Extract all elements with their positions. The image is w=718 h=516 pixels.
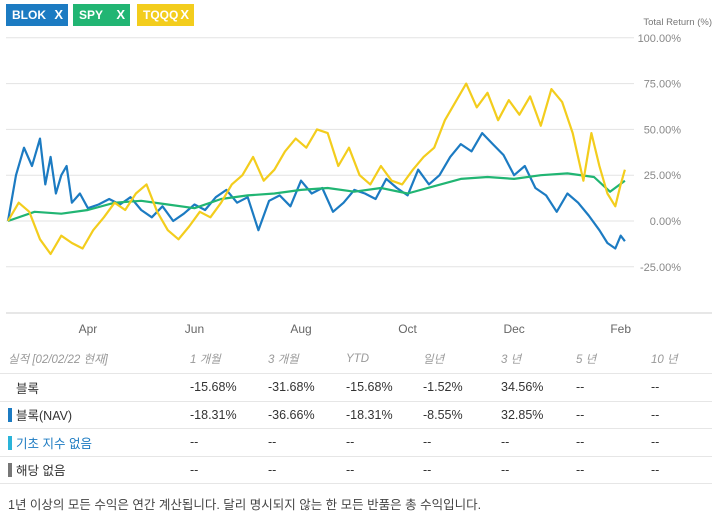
series-line-blok <box>6 132 626 250</box>
cell-3y: 32.85% <box>501 401 576 429</box>
y-tick-label: 50.00% <box>644 124 682 136</box>
cell-5y: -- <box>576 401 651 429</box>
row-label: 기초 지수 없음 <box>0 428 190 457</box>
row-label-text: 기초 지수 없음 <box>16 436 92 451</box>
header-1m: 1 개월 <box>190 345 268 374</box>
cell-1m: -- <box>190 428 268 457</box>
header-ytd: YTD <box>346 345 423 374</box>
table-row: 블록 -15.68% -31.68% -15.68% -1.52% 34.56%… <box>0 373 712 402</box>
table-header-row: 실적 [02/02/22 현재] 1 개월 3 개월 YTD 일년 3 년 5 … <box>0 345 712 374</box>
y-tick-label: 100.00% <box>638 33 682 45</box>
x-tick-label: Oct <box>398 322 417 336</box>
x-tick-label: Apr <box>79 322 98 336</box>
cell-ytd: -- <box>346 428 423 457</box>
header-1y: 일년 <box>423 345 501 374</box>
x-tick-label: Feb <box>610 322 631 336</box>
cell-10y: -- <box>651 401 712 429</box>
cell-1m: -15.68% <box>190 373 268 402</box>
y-tick-label: 25.00% <box>644 170 682 182</box>
cell-3m: -31.68% <box>268 373 346 402</box>
row-label-text: 해당 없음 <box>16 464 66 479</box>
legend-chip-spy[interactable]: SPY X <box>73 4 130 26</box>
legend-label: TQQQ <box>143 8 179 22</box>
cell-ytd: -15.68% <box>346 373 423 402</box>
cell-1y: -8.55% <box>423 401 501 429</box>
row-color-marker <box>8 381 12 395</box>
cell-10y: -- <box>651 456 712 484</box>
cell-5y: -- <box>576 428 651 457</box>
table-row: 블록(NAV) -18.31% -36.66% -18.31% -8.55% 3… <box>0 401 712 429</box>
cell-1m: -- <box>190 456 268 484</box>
cell-1m: -18.31% <box>190 401 268 429</box>
cell-3y: -- <box>501 428 576 457</box>
cell-3m: -- <box>268 456 346 484</box>
x-tick-label: Aug <box>290 322 311 336</box>
footnote: 1년 이상의 모든 수익은 연간 계산됩니다. 달리 명시되지 않는 한 모든 … <box>8 498 482 512</box>
cell-10y: -- <box>651 428 712 457</box>
performance-chart: Total Return (%) 100.00% 75.00% 50.00% 25.0… <box>6 17 712 336</box>
x-tick-label: Jun <box>185 322 204 336</box>
cell-ytd: -18.31% <box>346 401 423 429</box>
row-label-text: 블록(NAV) <box>16 409 73 424</box>
y-tick-label: 75.00% <box>644 79 682 91</box>
cell-1y: -- <box>423 428 501 457</box>
cell-ytd: -- <box>346 456 423 484</box>
table-row: 기초 지수 없음 -- -- -- -- -- -- -- <box>0 428 712 457</box>
row-label: 블록 <box>0 373 190 402</box>
cell-3m: -- <box>268 428 346 457</box>
cell-3y: -- <box>501 456 576 484</box>
x-tick-label: Dec <box>503 322 524 336</box>
legend-chip-tqqq[interactable]: TQQQ X <box>137 4 194 26</box>
cell-1y: -- <box>423 456 501 484</box>
y-axis-title: Total Return (%) <box>643 17 712 28</box>
header-10y: 10 년 <box>651 345 712 374</box>
cell-5y: -- <box>576 373 651 402</box>
cell-3y: 34.56% <box>501 373 576 402</box>
row-label: 해당 없음 <box>0 456 190 484</box>
close-icon[interactable]: X <box>54 7 63 22</box>
header-5y: 5 년 <box>576 345 651 374</box>
cell-5y: -- <box>576 456 651 484</box>
table-row: 해당 없음 -- -- -- -- -- -- -- <box>0 456 712 484</box>
row-color-marker <box>8 408 12 423</box>
cell-3m: -36.66% <box>268 401 346 429</box>
legend-chip-blok[interactable]: BLOK X <box>6 4 68 26</box>
y-tick-label: -25.00% <box>640 262 681 274</box>
header-3y: 3 년 <box>501 345 576 374</box>
row-label: 블록(NAV) <box>0 401 190 429</box>
legend-label: BLOK <box>12 8 46 22</box>
close-icon[interactable]: X <box>180 7 189 22</box>
header-period: 실적 [02/02/22 현재] <box>0 345 190 374</box>
cell-1y: -1.52% <box>423 373 501 402</box>
row-label-text: 블록 <box>16 381 40 396</box>
legend-label: SPY <box>79 8 104 22</box>
header-3m: 3 개월 <box>268 345 346 374</box>
close-icon[interactable]: X <box>116 7 125 22</box>
cell-10y: -- <box>651 373 712 402</box>
series-line-tqqq <box>7 82 626 256</box>
row-color-marker <box>8 463 12 478</box>
row-color-marker <box>8 435 12 450</box>
performance-table: 실적 [02/02/22 현재] 1 개월 3 개월 YTD 일년 3 년 5 … <box>0 345 712 484</box>
y-tick-label: 0.00% <box>650 216 681 228</box>
